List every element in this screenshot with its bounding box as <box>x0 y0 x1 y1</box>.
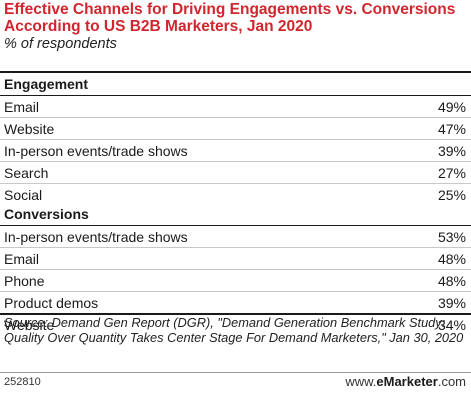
row-value: 53% <box>437 229 466 245</box>
row-value: 48% <box>437 251 466 267</box>
row-value: 47% <box>437 121 466 137</box>
row-separator <box>0 117 471 118</box>
section-rule <box>0 95 471 96</box>
row-label: Product demos <box>4 295 99 311</box>
row-value: 27% <box>437 165 466 181</box>
table-row: In-person events/trade shows 39% <box>0 140 471 162</box>
chart-subtitle: % of respondents <box>4 36 117 52</box>
table-row: Website 34% <box>0 314 471 336</box>
table-row: Social 25% <box>0 184 471 206</box>
row-label: Email <box>4 251 40 267</box>
table-row: Phone 48% <box>0 270 471 292</box>
row-value: 25% <box>437 187 466 203</box>
row-value: 48% <box>437 273 466 289</box>
row-label: In-person events/trade shows <box>4 229 188 245</box>
brand-logo: www.eMarketer.com <box>345 374 466 389</box>
source-note: Source: Demand Gen Report (DGR), "Demand… <box>4 315 464 345</box>
row-separator <box>0 183 471 184</box>
row-separator <box>0 247 471 248</box>
row-value: 49% <box>437 99 466 115</box>
footer-rule <box>0 372 471 373</box>
row-value: 39% <box>437 295 466 311</box>
brand-name: eMarketer <box>376 374 438 389</box>
row-separator <box>0 269 471 270</box>
row-separator <box>0 161 471 162</box>
row-label: Website <box>4 121 55 137</box>
table-row: Email 49% <box>0 96 471 118</box>
row-label: Website <box>4 317 55 333</box>
row-value: 34% <box>437 317 466 333</box>
row-value: 39% <box>437 143 466 159</box>
table-row: Website 47% <box>0 118 471 140</box>
section-header: Conversions <box>4 206 89 222</box>
top-rule <box>0 71 471 73</box>
table-row: In-person events/trade shows 53% <box>0 226 471 248</box>
section-header: Engagement <box>4 76 89 92</box>
row-separator <box>0 139 471 140</box>
chart-id: 252810 <box>4 376 41 388</box>
brand-prefix: www. <box>345 374 377 389</box>
brand-suffix: .com <box>437 374 466 389</box>
row-label: Social <box>4 187 43 203</box>
row-label: Phone <box>4 273 45 289</box>
section-rule <box>0 225 471 226</box>
row-label: In-person events/trade shows <box>4 143 188 159</box>
table-row: Email 48% <box>0 248 471 270</box>
table-row: Search 27% <box>0 162 471 184</box>
chart-title: Effective Channels for Driving Engagemen… <box>4 1 456 35</box>
row-label: Search <box>4 165 49 181</box>
row-separator <box>0 291 471 292</box>
table-row: Product demos 39% <box>0 292 471 314</box>
row-label: Email <box>4 99 40 115</box>
bottom-rule <box>0 313 471 315</box>
